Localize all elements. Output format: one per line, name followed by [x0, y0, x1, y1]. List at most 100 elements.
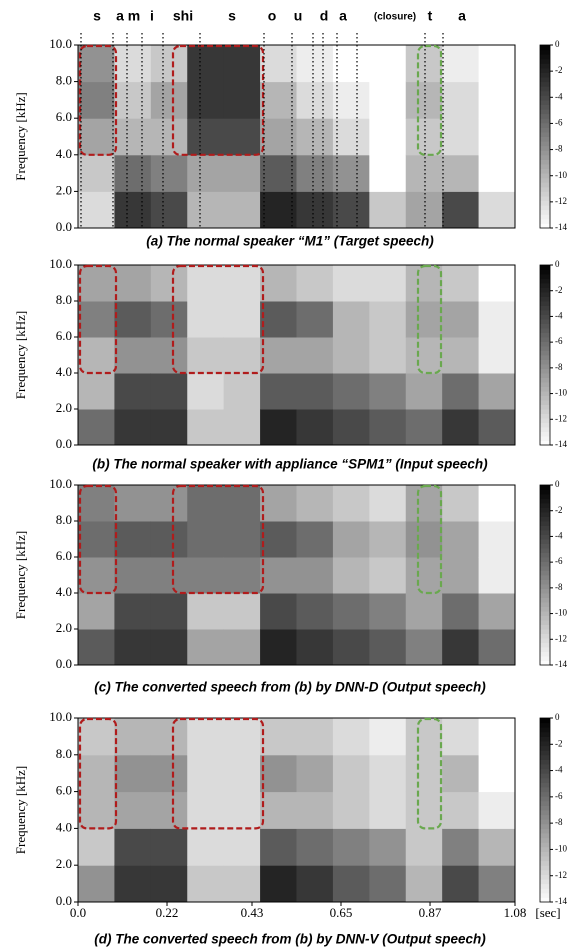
colorbar-step: [540, 638, 550, 643]
spectrogram-cell: [478, 754, 516, 793]
colorbar-step: [540, 731, 550, 737]
spectrogram-cell: [442, 337, 480, 374]
spectrogram-cell: [223, 791, 261, 829]
colorbar-tick-label: -14: [555, 896, 567, 906]
spectrogram-cell: [332, 629, 370, 666]
colorbar-step: [540, 81, 550, 87]
colorbar-step: [540, 269, 550, 275]
spectrogram-cell: [187, 865, 225, 903]
spectrogram-cell: [442, 45, 480, 83]
spectrogram-cell: [114, 45, 152, 83]
spectrogram-cell: [187, 629, 225, 666]
colorbar-step: [540, 109, 550, 115]
colorbar-step: [540, 159, 550, 165]
phoneme-label: d: [320, 8, 329, 24]
colorbar-step: [540, 359, 550, 365]
colorbar-step: [540, 173, 550, 179]
colorbar-tick-label: -10: [555, 388, 567, 398]
spectrogram-cell: [260, 373, 297, 410]
spectrogram-cell: [478, 718, 516, 756]
colorbar-step: [540, 860, 550, 866]
spectrogram-cell: [369, 718, 407, 756]
y-tick-label: 4.0: [56, 584, 72, 599]
y-tick-label: 10.0: [49, 256, 72, 271]
colorbar-step: [540, 865, 550, 871]
spectrogram-cell: [114, 865, 152, 903]
spectrogram-cell: [114, 557, 152, 594]
spectrogram-cell: [150, 593, 188, 630]
spectrogram-cell: [187, 373, 225, 410]
spectrogram-cell: [78, 754, 115, 793]
colorbar-tick-label: -14: [555, 659, 567, 669]
spectrogram-cell: [405, 118, 443, 156]
colorbar-step: [540, 368, 550, 374]
spectrogram-cell: [187, 593, 225, 630]
highlight-box: [416, 484, 443, 595]
phoneme-label: i: [150, 8, 154, 24]
spectrogram-cell: [478, 154, 516, 192]
spectrogram-cell: [150, 865, 188, 903]
spectrogram-cell: [442, 191, 480, 229]
spectrogram-cell: [332, 191, 370, 229]
spectrogram-cell: [296, 718, 334, 756]
colorbar-step: [540, 842, 550, 848]
colorbar-frame: [539, 717, 551, 903]
spectrogram-cell: [260, 521, 297, 558]
spectrogram-cell: [332, 485, 370, 522]
spectrogram-cell: [114, 521, 152, 558]
spectrogram-cell: [405, 521, 443, 558]
colorbar-step: [540, 440, 550, 446]
colorbar-step: [540, 833, 550, 839]
spectrogram-cell: [78, 154, 115, 192]
colorbar-step: [540, 218, 550, 224]
spectrogram-cell: [260, 754, 297, 793]
spectrogram-cell: [405, 301, 443, 338]
colorbar-frame: [539, 264, 551, 446]
highlight-box: [171, 264, 265, 375]
colorbar-step: [540, 205, 550, 211]
spectrogram-cell: [369, 629, 407, 666]
spectrogram-cell: [260, 791, 297, 829]
spectrogram-cell: [296, 265, 334, 302]
spectrogram-cell: [478, 828, 516, 866]
colorbar-step: [540, 557, 550, 562]
spectrogram-cell: [478, 521, 516, 558]
spectrogram-cell: [405, 265, 443, 302]
colorbar-tick-label: -10: [555, 170, 567, 180]
spectrogram-cell: [223, 409, 261, 446]
spectrogram-cell: [442, 409, 480, 446]
spectrogram-cell: [78, 409, 115, 446]
spectrogram-cell: [78, 865, 115, 903]
y-tick-label: 0.0: [56, 436, 72, 451]
phoneme-label: u: [294, 8, 303, 24]
colorbar-step: [540, 837, 550, 843]
colorbar-step: [540, 823, 550, 829]
spectrogram-cell: [223, 337, 261, 374]
colorbar-step: [540, 754, 550, 760]
spectrogram-cell: [260, 828, 297, 866]
spectrogram-cell: [405, 593, 443, 630]
spectrogram-cell: [260, 45, 297, 83]
y-tick-label: 0.0: [56, 219, 72, 234]
colorbar-step: [540, 127, 550, 133]
y-axis-label: Frequency [kHz]: [13, 531, 28, 619]
colorbar-step: [540, 131, 550, 137]
spectrogram-cell: [369, 485, 407, 522]
colorbar-step: [540, 386, 550, 392]
colorbar-step: [540, 624, 550, 630]
spectrogram-cell: [332, 154, 370, 192]
spectrogram-cell: [187, 118, 225, 156]
colorbar-tick-label: -6: [555, 791, 563, 801]
y-tick-label: 8.0: [56, 746, 72, 761]
highlight-box: [171, 484, 265, 595]
colorbar-step: [540, 332, 550, 338]
colorbar-step: [540, 72, 550, 78]
spectrogram-cell: [150, 154, 188, 192]
spectrogram-cell: [223, 557, 261, 594]
colorbar-step: [540, 879, 550, 885]
colorbar-step: [540, 750, 550, 756]
spectrogram-cell: [405, 791, 443, 829]
colorbar-step: [540, 86, 550, 92]
colorbar-step: [540, 292, 550, 297]
y-tick-label: 6.0: [56, 783, 72, 798]
